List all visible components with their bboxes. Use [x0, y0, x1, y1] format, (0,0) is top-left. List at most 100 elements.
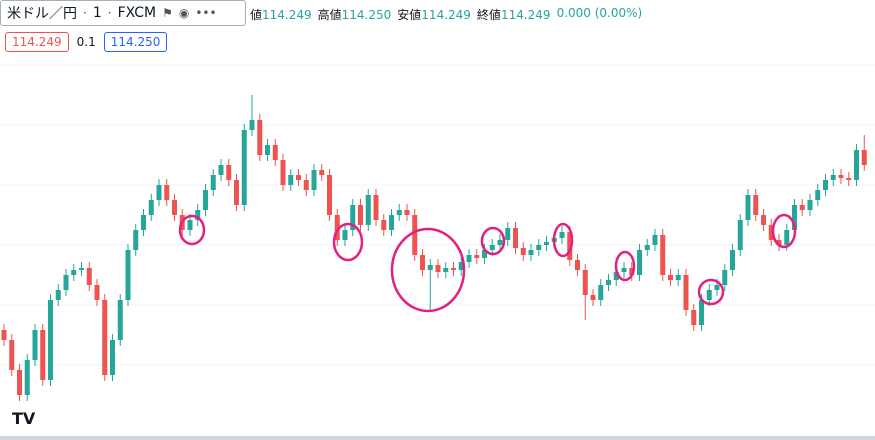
- candle-body: [737, 220, 743, 250]
- candle-body: [854, 150, 859, 180]
- annotation-circle: [332, 222, 364, 262]
- candle-body: [823, 180, 828, 190]
- flag-icon[interactable]: ⚑: [162, 6, 173, 20]
- source: FXCM: [117, 5, 157, 21]
- candle-body: [544, 242, 549, 245]
- candle-body: [327, 175, 332, 215]
- candle-body: [412, 215, 418, 255]
- candle-body: [861, 150, 867, 165]
- candle-body: [660, 235, 666, 275]
- candle-body: [520, 248, 526, 255]
- candle-body: [513, 228, 518, 248]
- spread: 0.1: [76, 35, 96, 49]
- candle-body: [784, 230, 790, 245]
- candle-body: [714, 285, 720, 290]
- ohlc-label: 高値: [317, 8, 342, 22]
- ohlc-value: 114.249: [421, 8, 471, 22]
- candle-body: [528, 250, 534, 255]
- candle-body: [195, 210, 201, 220]
- ohlc-value: 114.249: [500, 8, 551, 22]
- candle-body: [683, 275, 689, 310]
- candle-body: [838, 175, 844, 178]
- candle-body: [389, 215, 394, 230]
- candle-body: [32, 330, 38, 360]
- symbol-box[interactable]: 米ドル／円 · 1 · FXCM ⚑ ◉ •••: [0, 0, 246, 26]
- ohlc-label: 終値: [476, 8, 501, 22]
- candle-body: [830, 175, 836, 180]
- candle-body: [79, 268, 84, 270]
- candle-body: [404, 210, 410, 215]
- candle-body: [373, 195, 379, 220]
- candle-body: [621, 268, 627, 272]
- candle-body: [280, 160, 286, 185]
- candle-body: [141, 215, 146, 230]
- candle-body: [156, 185, 162, 200]
- candle-body: [24, 360, 30, 395]
- change: 0.000 (0.00%): [556, 6, 643, 20]
- candle-body: [63, 275, 69, 290]
- candle-body: [497, 240, 503, 245]
- candle-body: [706, 290, 712, 300]
- annotation-circle: [390, 227, 466, 313]
- annotation-circle: [552, 222, 574, 258]
- ohlc-value: 114.250: [341, 8, 392, 22]
- candle-body: [358, 205, 363, 225]
- ohlc-item: 安値114.249: [397, 6, 471, 23]
- candle-body: [342, 230, 348, 240]
- candle-body: [675, 275, 681, 280]
- candle-body: [559, 232, 565, 238]
- more-icon[interactable]: •••: [195, 6, 217, 20]
- candle-body: [86, 268, 92, 285]
- candle-body: [172, 200, 177, 215]
- candle-body: [629, 268, 635, 275]
- candle-body: [582, 270, 588, 295]
- candle-body: [489, 245, 495, 250]
- candle-body: [226, 165, 232, 180]
- candle-body: [1, 330, 7, 340]
- candle-body: [396, 210, 402, 215]
- candle-body: [94, 285, 100, 300]
- candle-body: [102, 300, 108, 375]
- candle-body: [148, 200, 154, 215]
- ohlc-item: 終値114.249: [477, 6, 551, 23]
- separator: ·: [83, 6, 87, 20]
- bottom-bar: [0, 436, 875, 440]
- candle-body: [668, 275, 673, 280]
- interval: 1: [92, 5, 102, 21]
- candle-body: [296, 175, 301, 180]
- candle-body: [381, 220, 387, 230]
- eye-icon[interactable]: ◉: [178, 6, 190, 20]
- candle-body: [792, 205, 797, 230]
- candle-body: [575, 260, 580, 270]
- candle-body: [815, 190, 821, 200]
- candle-body: [55, 290, 61, 300]
- candle-body: [319, 170, 325, 175]
- candle-body: [466, 255, 472, 262]
- candle-body: [241, 130, 247, 205]
- candle-body: [110, 340, 115, 375]
- bid[interactable]: 114.249: [5, 32, 69, 52]
- ohlc: 値114.249 高値114.250 安値114.249 終値114.249 0.000…: [250, 6, 642, 23]
- ask[interactable]: 114.250: [103, 32, 168, 52]
- annotation-circle: [771, 213, 797, 249]
- candle-body: [505, 228, 511, 240]
- candle-body: [133, 230, 139, 250]
- candle-body: [17, 370, 22, 395]
- candle-body: [590, 295, 596, 300]
- candle-body: [807, 200, 813, 210]
- candle-body: [637, 250, 642, 275]
- candle-body: [745, 195, 751, 220]
- candle-body: [613, 272, 619, 280]
- candle-body: [768, 225, 774, 240]
- candle-body: [427, 265, 433, 270]
- candle-body: [482, 250, 487, 258]
- annotation-circle: [178, 214, 206, 246]
- candle-body: [606, 280, 611, 285]
- candle-body: [303, 180, 309, 190]
- candle-body: [203, 190, 208, 210]
- candles: [1, 95, 867, 401]
- candle-body: [846, 178, 852, 180]
- candle-body: [652, 235, 658, 245]
- candle-body: [9, 340, 15, 370]
